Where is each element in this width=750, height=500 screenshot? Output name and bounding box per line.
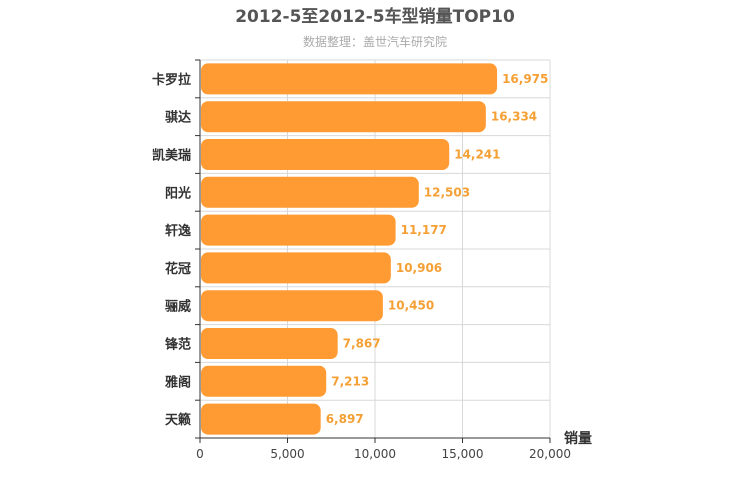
data-label: 10,906 [396,261,442,275]
bar [201,214,396,246]
data-label: 16,975 [502,72,548,86]
data-label: 10,450 [388,299,434,313]
category-label: 锋范 [165,337,191,353]
x-tick-label: 20,000 [529,447,571,461]
category-label: 天籁 [165,412,191,428]
data-label: 14,241 [454,148,500,162]
bar [201,328,338,359]
chart-title: 2012-5至2012-5车型销量TOP10 [235,6,515,27]
x-tick-label: 10,000 [354,447,396,461]
bar [201,101,486,133]
bars: 16,975 16,334 14,241 12,503 11,177 10,906 10,4… [201,63,548,435]
bar [201,290,383,322]
grid-lines [200,59,551,439]
bar [201,139,450,170]
category-label: 骊威 [165,299,191,315]
category-label: 雅阁 [165,374,191,390]
category-label: 凯美瑞 [152,148,191,164]
category-label: 阳光 [165,185,191,201]
x-tick-label: 5,000 [270,447,304,461]
bar [201,252,391,284]
x-tick-label: 15,000 [442,447,484,461]
category-label: 花冠 [165,261,191,277]
x-tick-label: 0 [196,447,204,461]
x-axis-title: 销量 [564,430,592,447]
category-label: 轩逸 [165,223,191,239]
data-label: 16,334 [491,110,537,124]
bar [201,63,498,95]
data-label: 7,867 [343,337,381,351]
data-label: 12,503 [424,185,470,199]
category-label: 骐达 [165,110,191,126]
category-label: 卡罗拉 [152,72,191,88]
data-label: 11,177 [401,223,447,237]
data-label: 6,897 [326,412,364,426]
chart-subtitle: 数据整理：盖世汽车研究院 [303,34,447,49]
bar [201,176,419,208]
bar [201,365,327,397]
bar [201,403,321,435]
data-label: 7,213 [331,374,369,388]
